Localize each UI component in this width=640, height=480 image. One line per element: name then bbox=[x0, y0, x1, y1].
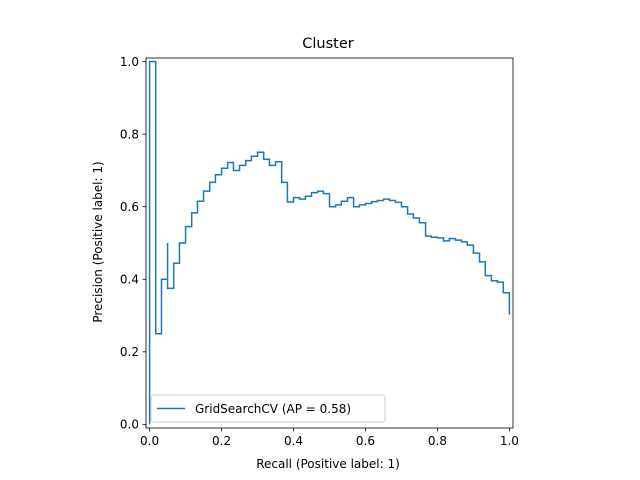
chart-title: Cluster bbox=[302, 36, 354, 52]
legend-box bbox=[150, 394, 386, 423]
x-tick-label: 0.0 bbox=[140, 434, 159, 448]
x-tick-label: 1.0 bbox=[500, 434, 519, 448]
series-line-0 bbox=[148, 60, 511, 425]
plot-area bbox=[145, 57, 514, 429]
y-tick-label: 0.4 bbox=[120, 273, 139, 287]
y-tick-label: 0.2 bbox=[120, 345, 139, 359]
y-tick-label: 0.6 bbox=[120, 200, 139, 214]
x-tick-label: 0.2 bbox=[212, 434, 231, 448]
y-tick-label: 0.0 bbox=[120, 418, 139, 432]
axes-frame bbox=[145, 57, 514, 429]
x-tick-label: 0.6 bbox=[356, 434, 375, 448]
legend: GridSearchCV (AP = 0.58) bbox=[150, 394, 386, 423]
x-axis-label: Recall (Positive label: 1) bbox=[256, 457, 400, 471]
legend-entry-label: GridSearchCV (AP = 0.58) bbox=[195, 402, 351, 416]
x-tick-label: 0.8 bbox=[428, 434, 447, 448]
x-tick-label: 0.4 bbox=[284, 434, 303, 448]
y-tick-label: 1.0 bbox=[120, 55, 139, 69]
axis-ticks: 0.0 0.2 0.4 0.6 0.8 1.0 0.0 0.2 0.4 0.6 0.8 1.0 bbox=[120, 55, 519, 448]
y-axis-label: Precision (Positive label: 1) bbox=[91, 161, 105, 322]
y-tick-label: 0.8 bbox=[120, 127, 139, 141]
